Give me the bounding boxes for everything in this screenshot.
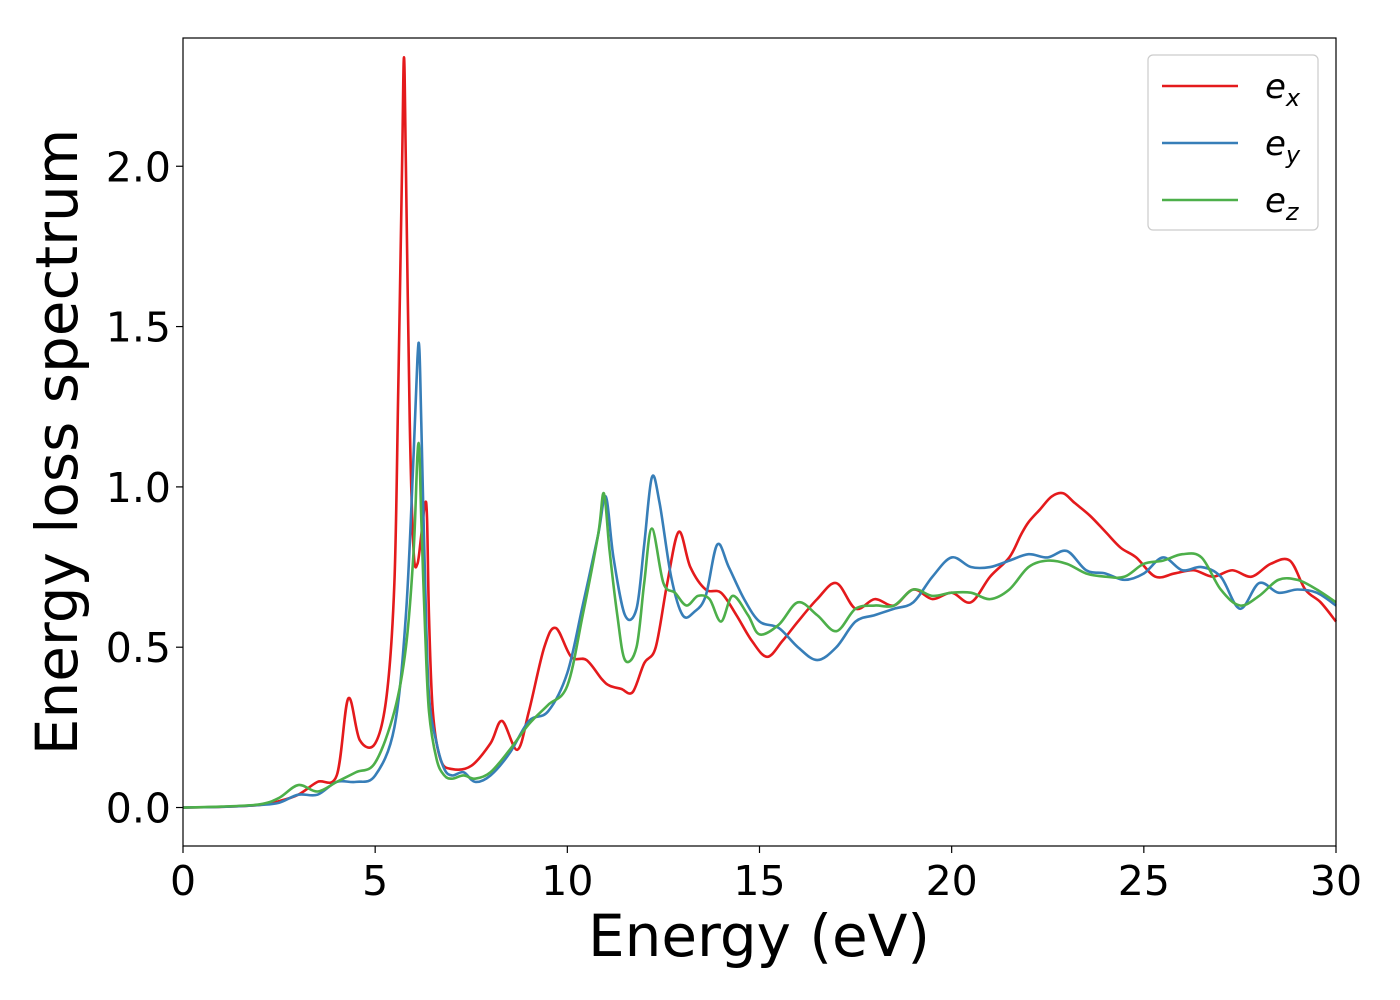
series-line-z	[182, 441, 1337, 809]
y-tick-label: 2.0	[106, 143, 171, 191]
x-tick-label: 25	[1118, 857, 1170, 905]
legend: ex ey ez	[1147, 54, 1319, 231]
y-axis-title: Energy loss spectrum	[23, 129, 91, 755]
series-line-x	[182, 55, 1338, 809]
y-tick-label: 0.0	[106, 785, 171, 833]
x-axis: 0 5 10 15 20 25 30	[170, 846, 1362, 905]
y-tick-label: 0.5	[106, 624, 171, 672]
y-tick-label: 1.5	[106, 304, 171, 352]
legend-label-x: ex	[1265, 67, 1301, 112]
series-layer	[182, 55, 1338, 809]
y-axis: 0.0 0.5 1.0 1.5 2.0	[106, 143, 183, 833]
y-tick-label: 1.0	[106, 464, 171, 512]
x-tick-label: 5	[362, 857, 388, 905]
x-axis-title: Energy (eV)	[588, 902, 930, 970]
series-line-y	[182, 341, 1337, 809]
legend-label-y: ey	[1265, 124, 1301, 169]
x-tick-label: 20	[926, 857, 978, 905]
x-tick-label: 15	[733, 857, 785, 905]
x-tick-label: 10	[541, 857, 593, 905]
x-tick-label: 30	[1310, 857, 1362, 905]
legend-label-z: ez	[1265, 181, 1300, 226]
x-tick-label: 0	[170, 857, 196, 905]
